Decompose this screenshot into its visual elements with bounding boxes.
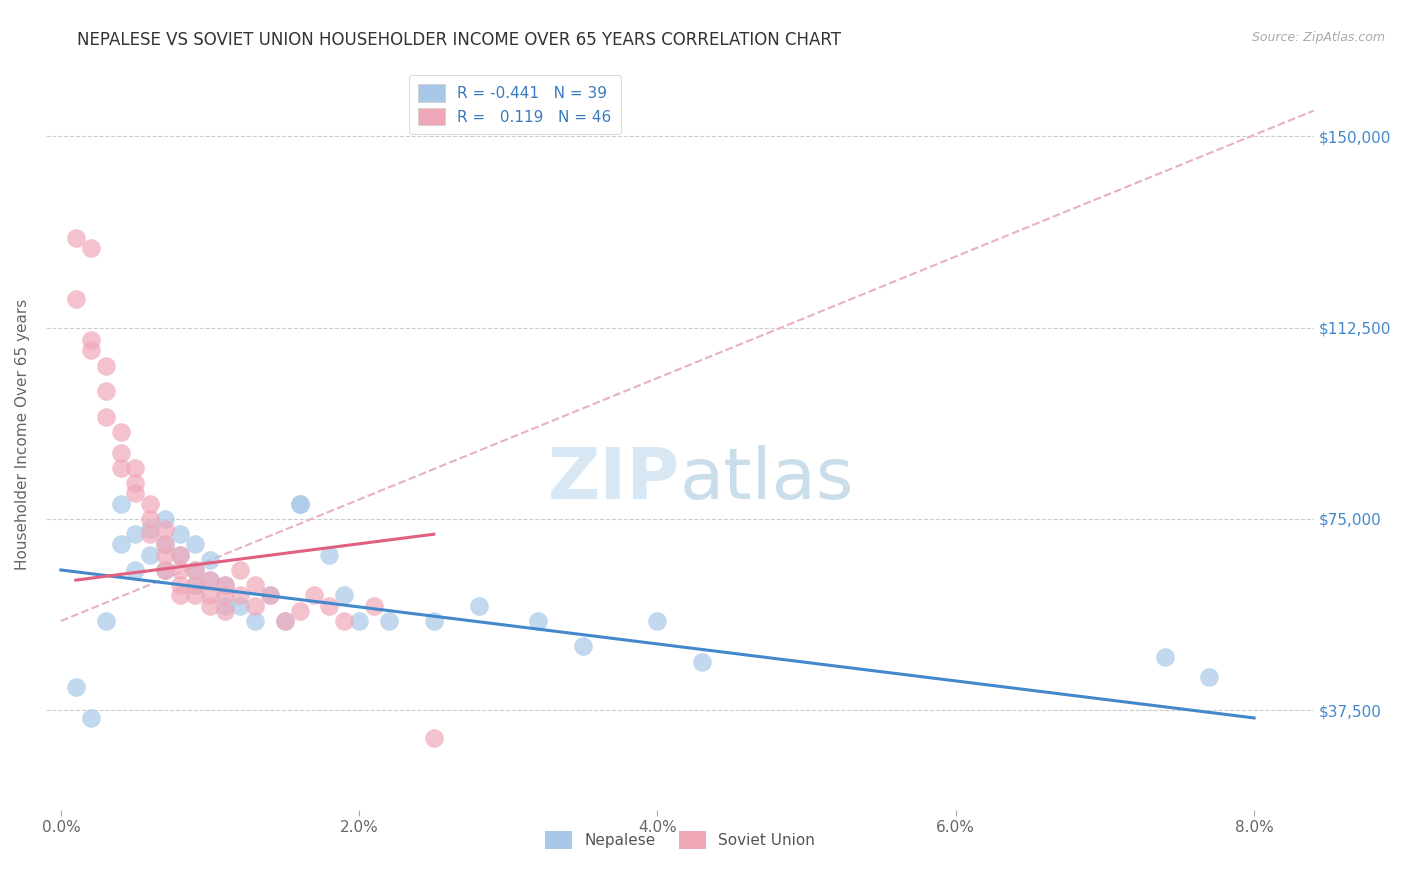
- Point: [65, 293, 87, 307]
- Point: [65, 681, 87, 695]
- Point: [423, 731, 446, 746]
- Point: [155, 563, 177, 577]
- Point: [184, 563, 207, 577]
- Point: [124, 486, 146, 500]
- Point: [1153, 649, 1175, 664]
- Point: [243, 614, 266, 628]
- Legend: Nepalese, Soviet Union: Nepalese, Soviet Union: [538, 825, 821, 855]
- Point: [259, 589, 281, 603]
- Point: [124, 527, 146, 541]
- Point: [110, 497, 132, 511]
- Point: [214, 589, 236, 603]
- Point: [169, 563, 191, 577]
- Point: [318, 599, 340, 613]
- Point: [198, 573, 221, 587]
- Point: [572, 640, 595, 654]
- Point: [229, 599, 252, 613]
- Point: [347, 614, 370, 628]
- Point: [288, 497, 311, 511]
- Point: [94, 384, 117, 399]
- Point: [288, 497, 311, 511]
- Point: [94, 409, 117, 424]
- Point: [214, 578, 236, 592]
- Point: [155, 512, 177, 526]
- Point: [80, 711, 103, 725]
- Point: [65, 231, 87, 245]
- Point: [304, 589, 326, 603]
- Point: [139, 522, 162, 536]
- Point: [214, 578, 236, 592]
- Point: [184, 578, 207, 592]
- Point: [94, 614, 117, 628]
- Point: [318, 548, 340, 562]
- Point: [288, 604, 311, 618]
- Point: [378, 614, 401, 628]
- Point: [110, 425, 132, 439]
- Point: [139, 548, 162, 562]
- Point: [243, 599, 266, 613]
- Point: [184, 537, 207, 551]
- Point: [198, 589, 221, 603]
- Point: [124, 476, 146, 491]
- Point: [259, 589, 281, 603]
- Point: [124, 461, 146, 475]
- Y-axis label: Householder Income Over 65 years: Householder Income Over 65 years: [15, 299, 30, 570]
- Point: [155, 548, 177, 562]
- Point: [214, 599, 236, 613]
- Point: [1198, 670, 1220, 684]
- Point: [155, 522, 177, 536]
- Point: [155, 537, 177, 551]
- Point: [229, 563, 252, 577]
- Point: [273, 614, 295, 628]
- Point: [229, 589, 252, 603]
- Point: [184, 578, 207, 592]
- Point: [110, 445, 132, 459]
- Point: [647, 614, 669, 628]
- Point: [139, 512, 162, 526]
- Point: [690, 655, 713, 669]
- Point: [80, 333, 103, 347]
- Text: Source: ZipAtlas.com: Source: ZipAtlas.com: [1251, 31, 1385, 45]
- Point: [198, 553, 221, 567]
- Point: [198, 573, 221, 587]
- Point: [155, 563, 177, 577]
- Text: ZIP: ZIP: [547, 445, 681, 514]
- Point: [243, 578, 266, 592]
- Point: [155, 537, 177, 551]
- Point: [333, 614, 356, 628]
- Text: atlas: atlas: [681, 445, 855, 514]
- Point: [169, 548, 191, 562]
- Point: [363, 599, 385, 613]
- Point: [184, 589, 207, 603]
- Point: [423, 614, 446, 628]
- Point: [333, 589, 356, 603]
- Point: [124, 563, 146, 577]
- Point: [169, 548, 191, 562]
- Point: [198, 599, 221, 613]
- Point: [214, 604, 236, 618]
- Point: [80, 343, 103, 358]
- Point: [467, 599, 489, 613]
- Point: [527, 614, 550, 628]
- Point: [80, 242, 103, 256]
- Point: [110, 537, 132, 551]
- Point: [169, 578, 191, 592]
- Point: [169, 527, 191, 541]
- Point: [184, 563, 207, 577]
- Point: [94, 359, 117, 373]
- Point: [110, 461, 132, 475]
- Point: [169, 589, 191, 603]
- Point: [273, 614, 295, 628]
- Text: NEPALESE VS SOVIET UNION HOUSEHOLDER INCOME OVER 65 YEARS CORRELATION CHART: NEPALESE VS SOVIET UNION HOUSEHOLDER INC…: [77, 31, 841, 49]
- Point: [139, 527, 162, 541]
- Point: [139, 497, 162, 511]
